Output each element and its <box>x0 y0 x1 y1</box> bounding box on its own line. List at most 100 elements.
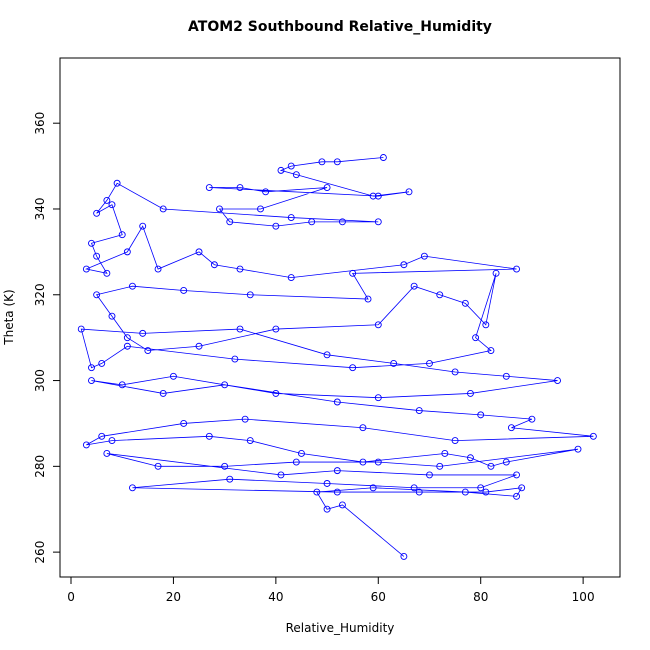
data-point <box>507 424 515 432</box>
data-point <box>461 488 469 496</box>
x-tick-label: 60 <box>371 590 386 604</box>
x-tick-label: 20 <box>166 590 181 604</box>
data-point <box>292 171 300 179</box>
data-point <box>400 261 408 269</box>
data-point <box>451 437 459 445</box>
data-point <box>82 265 90 273</box>
y-tick-label: 280 <box>33 455 47 478</box>
data-point <box>195 342 203 350</box>
data-point <box>287 214 295 222</box>
data-point <box>236 184 244 191</box>
data-point <box>118 381 126 389</box>
data-point <box>139 222 147 230</box>
data-point <box>349 269 357 277</box>
data-point <box>221 381 229 389</box>
data-point <box>487 462 495 470</box>
data-point <box>415 407 423 415</box>
data-point <box>374 458 382 466</box>
data-point <box>359 458 367 466</box>
data-point <box>154 265 162 273</box>
data-point <box>410 282 418 290</box>
data-point <box>333 488 341 496</box>
data-point <box>502 458 510 466</box>
data-point <box>369 192 377 200</box>
y-tick-label: 300 <box>33 369 47 392</box>
data-line <box>80 157 594 557</box>
data-point <box>405 188 413 196</box>
data-point <box>359 424 367 432</box>
data-point <box>323 480 331 487</box>
x-tick-label: 40 <box>268 590 283 604</box>
data-point <box>88 364 95 372</box>
data-point <box>77 325 85 333</box>
data-point <box>390 359 398 367</box>
data-point <box>195 248 203 256</box>
data-point <box>482 321 490 329</box>
data-point <box>159 205 167 213</box>
data-point <box>108 312 116 320</box>
data-point <box>441 450 449 457</box>
data-point <box>426 359 433 367</box>
data-point <box>216 205 223 213</box>
y-tick-label: 320 <box>33 283 47 306</box>
data-point <box>374 192 382 200</box>
data-point <box>589 432 597 440</box>
data-point <box>272 325 280 333</box>
data-point <box>323 184 331 191</box>
data-point <box>241 415 249 423</box>
data-point <box>226 475 234 483</box>
data-point <box>287 162 295 170</box>
data-point <box>333 467 341 475</box>
data-point <box>226 218 234 226</box>
data-point <box>292 458 300 466</box>
data-point <box>93 209 101 217</box>
data-point <box>129 484 136 492</box>
data-point <box>93 252 101 260</box>
data-point <box>118 231 126 239</box>
data-point <box>318 158 326 166</box>
data-point <box>502 372 510 380</box>
y-tick-label: 260 <box>33 541 47 564</box>
data-point <box>467 454 474 462</box>
data-point <box>88 377 95 385</box>
data-point <box>257 205 264 213</box>
data-point <box>113 179 121 187</box>
data-point <box>513 471 521 479</box>
data-point <box>108 437 116 445</box>
data-point <box>420 252 428 260</box>
data-point <box>277 471 285 479</box>
data-point <box>159 389 167 397</box>
data-point <box>554 377 561 385</box>
x-tick-label: 0 <box>67 590 75 604</box>
data-point <box>308 218 316 226</box>
data-point <box>169 372 177 380</box>
data-point <box>262 188 270 196</box>
data-point <box>528 415 536 423</box>
chart-title: ATOM2 Southbound Relative_Humidity <box>188 19 492 35</box>
data-point <box>467 389 474 397</box>
data-point <box>139 329 147 337</box>
data-point <box>436 291 444 299</box>
data-point <box>123 248 131 256</box>
y-axis-label: Theta (K) <box>2 289 16 345</box>
data-point <box>246 437 254 445</box>
data-point <box>123 342 131 350</box>
data-point <box>369 484 377 492</box>
x-tick-label: 80 <box>473 590 488 604</box>
data-point <box>205 184 213 191</box>
data-point <box>374 218 382 226</box>
data-point <box>410 484 418 492</box>
data-point <box>210 261 218 269</box>
data-point <box>487 347 495 354</box>
data-point <box>82 441 90 449</box>
data-point <box>108 201 116 209</box>
data-point <box>461 299 469 307</box>
data-point <box>323 505 331 513</box>
data-point <box>333 398 341 406</box>
data-point <box>338 501 346 509</box>
data-point <box>103 269 111 277</box>
data-point <box>154 462 162 470</box>
data-point <box>272 222 280 230</box>
data-point <box>144 347 152 354</box>
